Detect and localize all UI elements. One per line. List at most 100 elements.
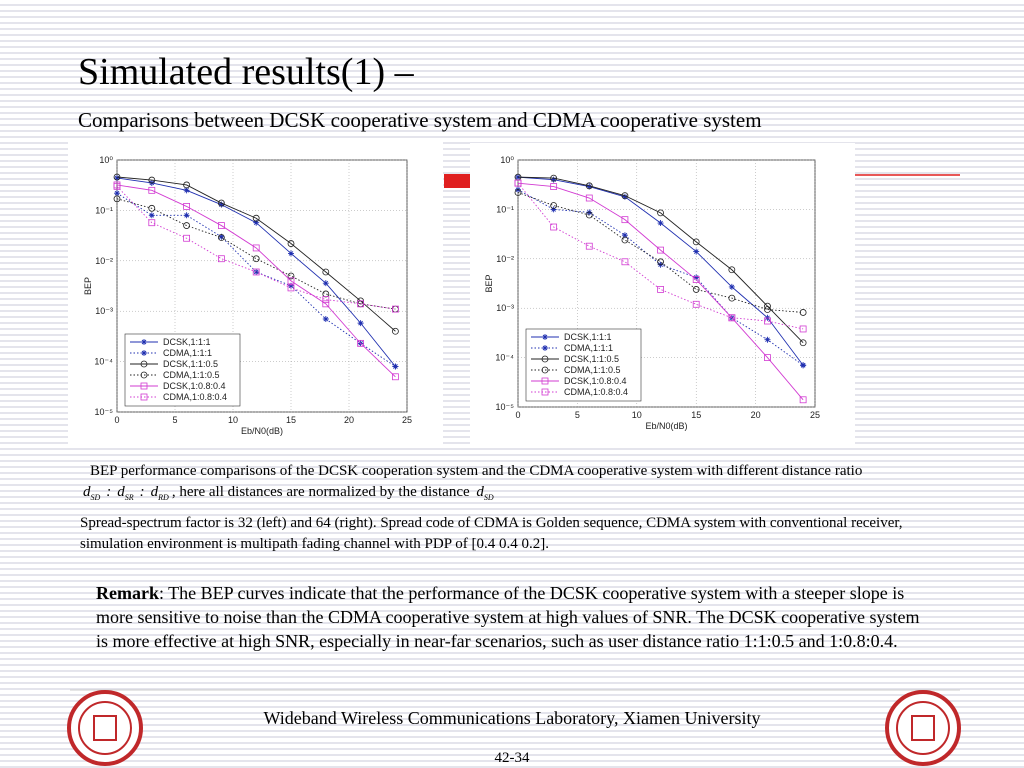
marker <box>217 234 225 241</box>
marker <box>183 187 190 194</box>
x-axis-label: Eb/N0(dB) <box>645 421 687 431</box>
marker <box>621 216 629 224</box>
marker <box>113 182 121 190</box>
legend: DCSK,1:1:1CDMA,1:1:1DCSK,1:1:0.5CDMA,1:1… <box>124 333 241 407</box>
marker <box>287 284 295 292</box>
marker <box>657 246 664 254</box>
marker <box>621 193 628 200</box>
y-tick-label: 10⁻⁴ <box>94 357 113 367</box>
slide-title: Simulated results(1) – <box>78 51 414 93</box>
math: : <box>106 484 112 500</box>
caption: BEP performance comparisons of the DCSK … <box>80 461 900 508</box>
y-tick-label: 10⁻² <box>496 254 514 264</box>
marker <box>542 345 548 351</box>
x-tick-label: 10 <box>632 410 642 420</box>
marker <box>728 294 736 302</box>
marker <box>253 268 260 275</box>
marker <box>692 286 700 293</box>
marker <box>288 250 294 257</box>
marker <box>217 255 225 263</box>
legend-label: CDMA,1:1:0.5 <box>564 365 621 375</box>
math: dSR <box>117 484 133 502</box>
marker <box>541 366 549 374</box>
legend-label: CDMA,1:1:0.5 <box>163 370 220 380</box>
y-tick-label: 10⁻⁵ <box>95 407 114 417</box>
marker <box>252 255 260 263</box>
chart-right: 10⁰ 10⁻¹ 10⁻² 10⁻³ 10⁻⁴ 10⁻⁵0 5 10 15 20 25 Eb/N0(d… <box>470 143 855 445</box>
math-sub: RD <box>158 493 169 502</box>
marker <box>728 283 735 290</box>
marker <box>657 220 664 227</box>
legend-label: DCSK,1:1:0.5 <box>163 359 218 369</box>
marker <box>287 240 295 247</box>
paragraph: Spread-spectrum factor is 32 (left) and … <box>80 515 903 552</box>
marker <box>541 355 549 363</box>
marker <box>692 276 700 283</box>
marker <box>621 236 629 244</box>
marker <box>542 334 548 340</box>
marker <box>322 300 330 308</box>
math-base: d <box>117 484 125 500</box>
y-tick-label: 10⁰ <box>99 155 113 165</box>
marker <box>322 296 330 303</box>
marker <box>693 274 700 281</box>
marker <box>585 182 593 190</box>
marker <box>621 258 629 266</box>
marker <box>657 258 664 266</box>
marker <box>550 223 558 231</box>
marker <box>183 212 190 219</box>
marker <box>183 203 190 210</box>
y-axis-label: BEP <box>484 274 494 292</box>
marker <box>585 242 593 250</box>
x-tick-label: 20 <box>751 410 761 420</box>
marker <box>391 327 399 335</box>
marker <box>799 309 807 316</box>
x-tick-label: 5 <box>172 415 177 425</box>
x-tick-label: 20 <box>344 415 354 425</box>
series-line <box>116 198 396 310</box>
marker <box>140 382 148 390</box>
marker <box>800 362 807 369</box>
series-line <box>116 192 396 367</box>
math: : <box>139 484 145 500</box>
marker <box>728 266 736 274</box>
y-tick-label: 10⁻¹ <box>95 205 113 215</box>
marker <box>218 233 225 240</box>
marker <box>541 388 549 396</box>
series-line <box>116 184 396 378</box>
legend-label: DCSK,1:1:1 <box>564 332 612 342</box>
caption-text: BEP performance comparisons of the DCSK … <box>90 463 863 479</box>
marker <box>391 373 399 381</box>
marker <box>693 248 700 255</box>
marker <box>140 371 148 379</box>
ratio-math: dSD: dSR: dRD <box>80 484 172 502</box>
marker <box>148 186 156 194</box>
series-line <box>517 182 804 330</box>
legend-label: CDMA,1:0.8:0.4 <box>564 387 628 397</box>
remark-label: Remark <box>96 583 159 603</box>
marker <box>586 183 593 190</box>
marker <box>621 192 629 200</box>
x-tick-label: 15 <box>691 410 701 420</box>
series-line <box>116 176 396 332</box>
marker <box>621 232 628 239</box>
marker <box>392 363 399 370</box>
marker <box>322 280 329 287</box>
legend-label: DCSK,1:0.8:0.4 <box>564 376 627 386</box>
math-sub: SD <box>483 493 494 502</box>
x-tick-label: 0 <box>515 410 520 420</box>
x-axis-label: Eb/N0(dB) <box>241 426 283 436</box>
x-tick-label: 25 <box>402 415 412 425</box>
marker <box>148 204 156 212</box>
math-sub: SD <box>90 493 101 502</box>
marker <box>322 268 330 276</box>
marker <box>585 194 593 202</box>
y-tick-label: 10⁰ <box>500 155 514 165</box>
marker <box>252 214 260 222</box>
marker <box>113 173 121 181</box>
caption-text: , here all distances are normalized by t… <box>171 484 470 500</box>
series-line <box>116 186 396 310</box>
marker <box>252 244 260 252</box>
marker <box>218 201 225 208</box>
marker <box>252 268 260 276</box>
